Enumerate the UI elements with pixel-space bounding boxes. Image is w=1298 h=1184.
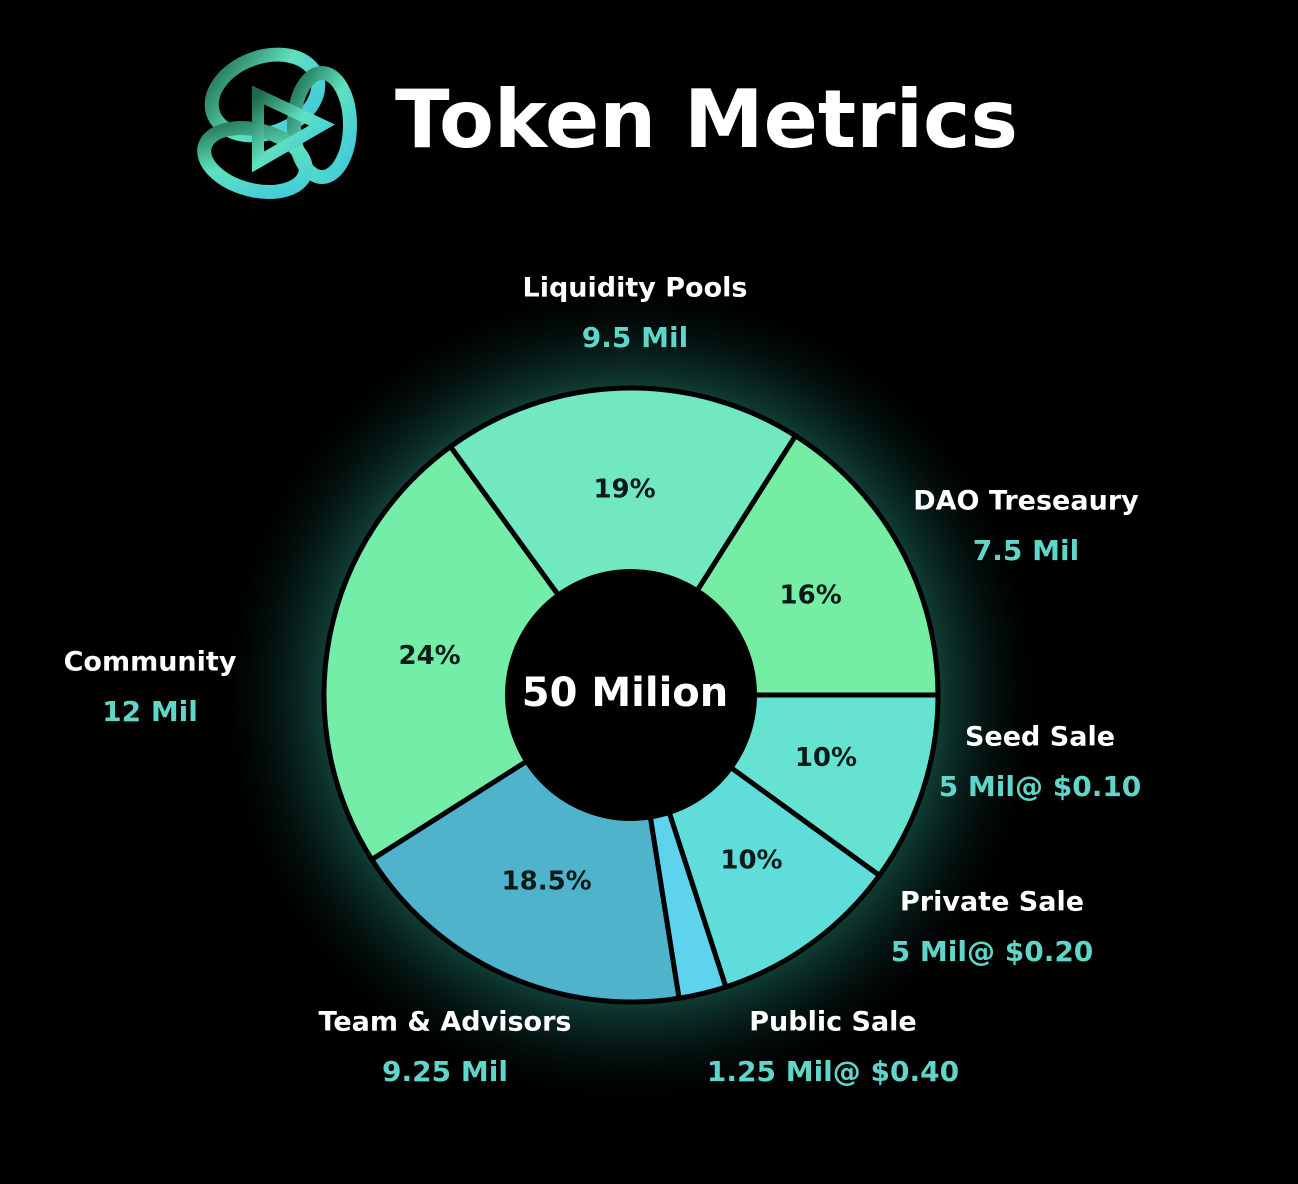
amount-label: 5 Mil@ $0.20 [891,935,1094,968]
slice [321,443,635,863]
slice-label: 16% [780,581,842,611]
amount-label: 1.25 Mil@ $0.40 [707,1055,959,1088]
amount-label: 9.5 Mil [582,321,688,354]
category-label: Public Sale [749,1007,916,1038]
slice-label: 19% [593,475,655,505]
amount-label: 5 Mil@ $0.10 [939,770,1142,803]
donut-hole [505,569,757,821]
slice [447,385,799,700]
amount-label: 7.5 Mil [973,534,1079,567]
amount-label: 9.25 Mil [382,1055,508,1088]
category-label: Liquidity Pools [523,273,748,304]
center-label: 50 Milion [522,670,728,716]
slice-label: 10% [795,743,857,773]
category-label: Private Sale [900,887,1084,918]
category-label: Seed Sale [965,722,1115,753]
category-label: Community [64,647,237,678]
category-label: Team & Advisors [319,1007,572,1038]
slice-label: 18.5% [502,866,592,896]
slice-label: 24% [399,641,461,671]
slice-label: 10% [720,845,782,875]
category-label: DAO Treseaury [913,486,1139,517]
amount-label: 12 Mil [102,695,198,728]
page-title: Token Metrics [395,73,1018,166]
logo [197,47,357,199]
